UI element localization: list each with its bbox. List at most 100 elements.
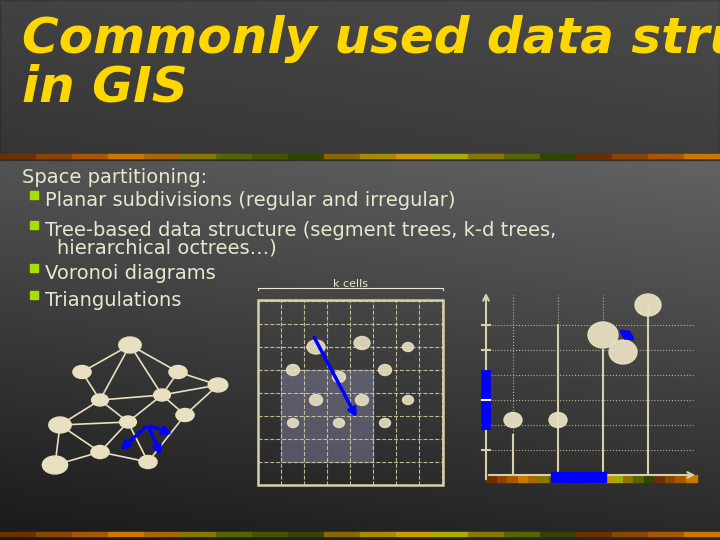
Bar [504,154,541,158]
Ellipse shape [73,366,91,379]
Bar [665,475,675,482]
Bar [288,154,325,158]
Ellipse shape [208,378,228,392]
Bar [288,532,325,536]
Bar [685,475,696,482]
Bar [324,154,361,158]
Ellipse shape [176,408,194,422]
Text: hierarchical octrees…): hierarchical octrees…) [57,238,276,257]
Bar [0,532,37,536]
Ellipse shape [310,395,323,406]
Ellipse shape [333,418,344,428]
Bar [396,532,433,536]
Bar [0,154,37,158]
Bar [108,532,145,536]
Ellipse shape [120,416,136,428]
Bar [518,475,528,482]
Bar [623,475,634,482]
Bar [180,532,217,536]
Bar [468,532,505,536]
Ellipse shape [307,340,325,354]
Bar [612,532,649,536]
Bar [360,154,397,158]
Bar [551,472,606,482]
Ellipse shape [379,364,392,375]
Bar [654,475,665,482]
Bar [72,154,109,158]
Bar [144,154,181,158]
Ellipse shape [139,456,157,469]
Ellipse shape [42,456,68,474]
Bar [324,532,361,536]
Bar [497,475,508,482]
Bar [216,154,253,158]
Bar [108,154,145,158]
Bar [540,532,577,536]
Ellipse shape [356,395,369,406]
Bar [684,532,720,536]
Bar [432,532,469,536]
Bar [648,154,685,158]
Bar [539,475,549,482]
Bar [507,475,518,482]
Ellipse shape [402,342,413,352]
Bar [486,475,497,482]
Bar [644,475,654,482]
Bar [468,154,505,158]
Ellipse shape [49,417,71,433]
Bar [633,475,644,482]
Bar [684,154,720,158]
Ellipse shape [153,389,171,401]
Ellipse shape [635,294,661,316]
Text: k cells: k cells [333,279,368,289]
Bar [252,154,289,158]
Bar [180,154,217,158]
Bar [30,291,38,299]
Bar [30,221,38,229]
Bar [528,475,539,482]
Bar [0,0,720,160]
Bar [576,154,613,158]
Bar [396,154,433,158]
Bar [360,532,397,536]
Ellipse shape [379,418,390,428]
Bar [675,475,686,482]
Bar [144,532,181,536]
Ellipse shape [287,364,300,375]
Text: Triangulations: Triangulations [45,291,181,310]
Bar [591,475,602,482]
Bar [648,532,685,536]
Bar [30,191,38,199]
Ellipse shape [549,413,567,428]
Bar [540,154,577,158]
Text: in GIS: in GIS [22,63,188,111]
Bar [252,532,289,536]
Bar [72,532,109,536]
Bar [216,532,253,536]
Bar [570,475,581,482]
Ellipse shape [609,340,637,364]
Ellipse shape [91,394,109,406]
Bar [504,532,541,536]
Ellipse shape [333,372,346,382]
Text: Commonly used data structures: Commonly used data structures [22,15,720,63]
Ellipse shape [287,418,299,428]
Ellipse shape [402,395,413,404]
Bar [258,300,443,485]
Bar [281,370,373,462]
Ellipse shape [91,446,109,458]
Ellipse shape [119,337,141,353]
Text: Space partitioning:: Space partitioning: [22,168,207,187]
Bar [576,532,613,536]
Ellipse shape [588,322,618,348]
Ellipse shape [504,413,522,428]
Bar [580,475,592,482]
Bar [612,154,649,158]
Bar [549,475,560,482]
Ellipse shape [169,366,187,379]
Bar [36,532,73,536]
Ellipse shape [354,336,370,349]
Bar [36,154,73,158]
Bar [612,475,623,482]
Bar [432,154,469,158]
